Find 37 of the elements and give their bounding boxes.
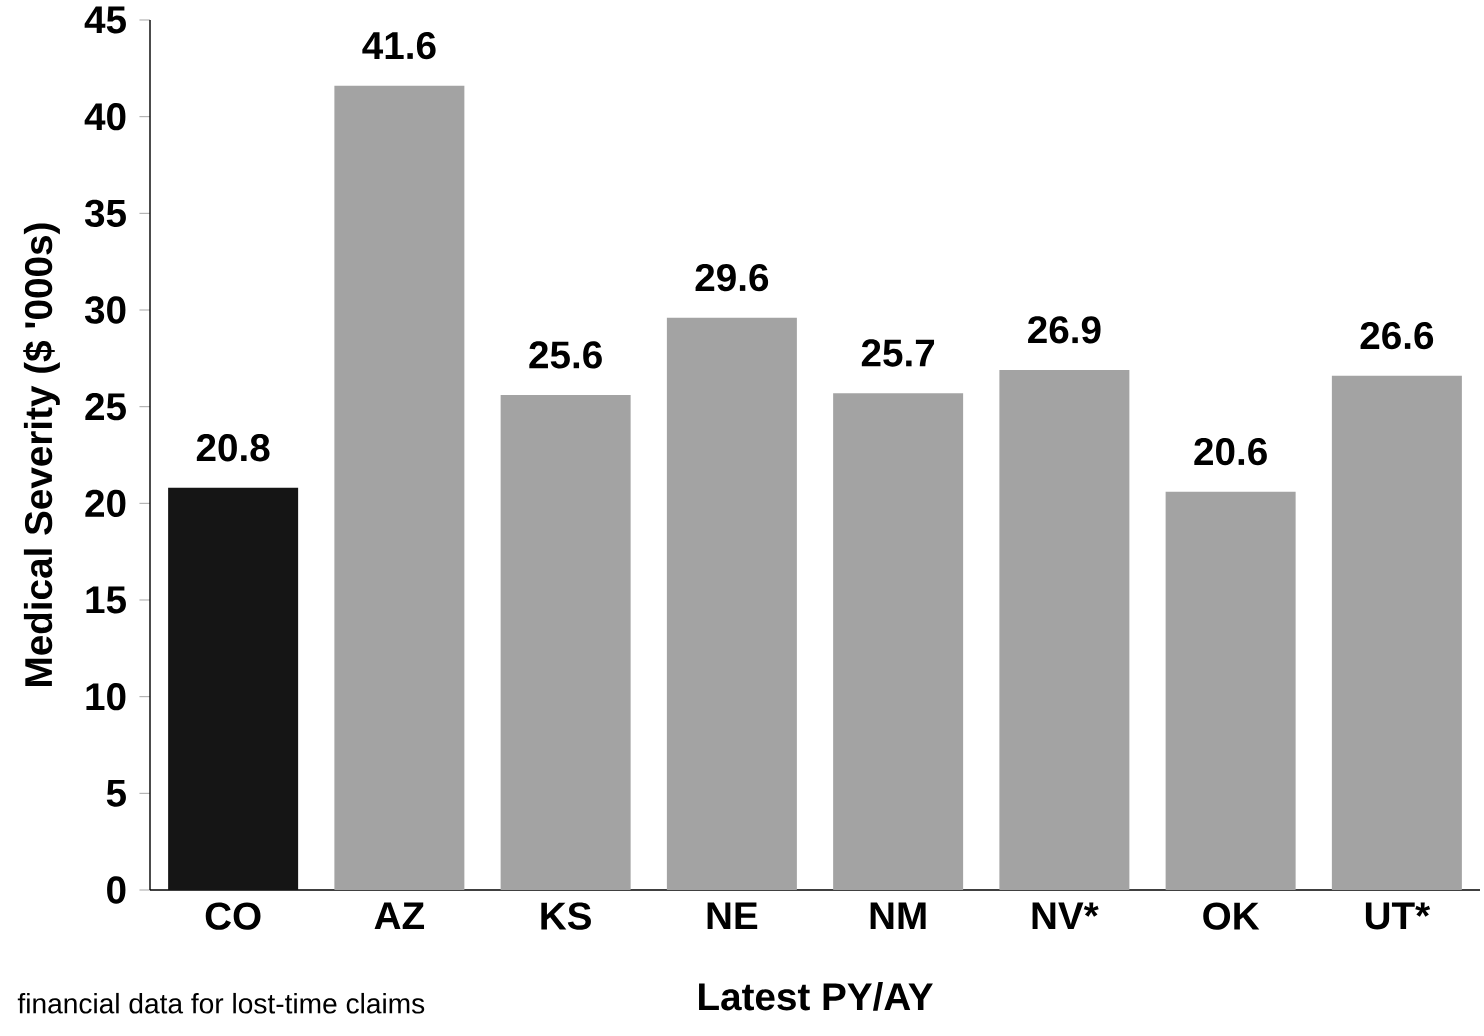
x-tick-label: NM xyxy=(870,902,926,930)
bar xyxy=(999,369,1130,890)
data-label: 26.6 xyxy=(1360,321,1434,350)
y-tick-label: 10 xyxy=(86,683,126,711)
x-axis-title: Latest PY/AY xyxy=(699,982,933,1011)
x-tick-label: UT* xyxy=(1365,902,1431,930)
bar xyxy=(334,85,465,890)
text: financial data for lost-time claims xyxy=(17,992,425,1014)
y-tick-label: 5 xyxy=(106,779,126,807)
x-tick-label: KS xyxy=(541,902,591,930)
bar xyxy=(1331,375,1462,890)
data-label: 25.6 xyxy=(529,341,602,369)
y-tick-label: 40 xyxy=(84,103,126,131)
data-label: 29.6 xyxy=(695,263,769,292)
data-label: 25.7 xyxy=(861,339,935,367)
data-label: 41.6 xyxy=(362,31,436,60)
y-tick-label: 0 xyxy=(107,876,126,904)
y-tick-label: 25 xyxy=(85,393,126,421)
bar xyxy=(168,487,299,890)
data-label: 20.8 xyxy=(196,434,270,462)
data-label: 20.6 xyxy=(1194,437,1267,466)
x-tick-label: AZ xyxy=(374,902,425,930)
y-tick-label: 35 xyxy=(84,199,126,228)
x-tick-label: NV* xyxy=(1032,902,1099,930)
y-tick-label: 15 xyxy=(86,586,126,614)
x-tick-label: NE xyxy=(707,902,758,930)
x-tick-label: OK xyxy=(1203,902,1260,930)
y-tick-label: 20 xyxy=(85,489,126,518)
y-tick-label: 45 xyxy=(84,6,126,34)
x-tick-label: CO xyxy=(205,902,261,930)
y-tick-label: 30 xyxy=(84,296,126,324)
data-label: 26.9 xyxy=(1028,316,1101,344)
bar xyxy=(666,317,797,890)
y-axis-title: Medical Severity ($ '000s) xyxy=(23,223,60,686)
bar xyxy=(833,393,964,890)
bar xyxy=(1165,491,1296,890)
bar xyxy=(500,395,631,890)
